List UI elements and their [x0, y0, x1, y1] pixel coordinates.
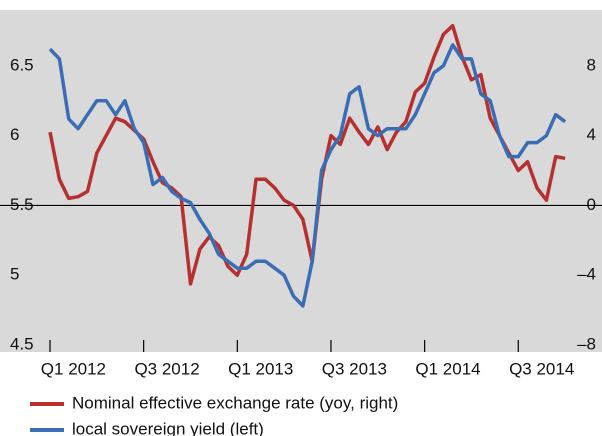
- y-tick-label: 5: [10, 265, 19, 284]
- y-tick-label: 6.5: [10, 55, 34, 74]
- x-tick-label: Q3 2014: [509, 359, 574, 378]
- x-tick-label: Q1 2013: [228, 359, 293, 378]
- x-tick-label: Q1 2014: [415, 359, 480, 378]
- x-tick-label: Q3 2013: [322, 359, 387, 378]
- series-line: [48, 43, 567, 308]
- legend-label: local sovereign yield (left): [72, 419, 264, 436]
- y2-tick-label: 0: [587, 195, 596, 214]
- plot-background: [0, 10, 602, 352]
- y-tick-label: 5.5: [10, 195, 34, 214]
- y2-tick-label: 4: [587, 125, 596, 144]
- y2-tick-label: –4: [577, 265, 596, 284]
- x-tick-label: Q1 2012: [41, 359, 106, 378]
- y2-tick-label: 8: [587, 55, 596, 74]
- y-tick-label: 6: [10, 125, 19, 144]
- y2-tick-label: –8: [577, 335, 596, 354]
- y-tick-label: 4.5: [10, 335, 34, 354]
- x-tick-label: Q3 2012: [134, 359, 199, 378]
- legend-label: Nominal effective exchange rate (yoy, ri…: [72, 393, 398, 412]
